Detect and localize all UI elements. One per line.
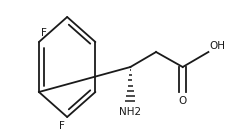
Text: F: F xyxy=(41,28,47,38)
Text: OH: OH xyxy=(209,41,225,51)
Text: F: F xyxy=(59,121,65,131)
Text: NH2: NH2 xyxy=(119,107,142,117)
Text: O: O xyxy=(179,96,187,106)
